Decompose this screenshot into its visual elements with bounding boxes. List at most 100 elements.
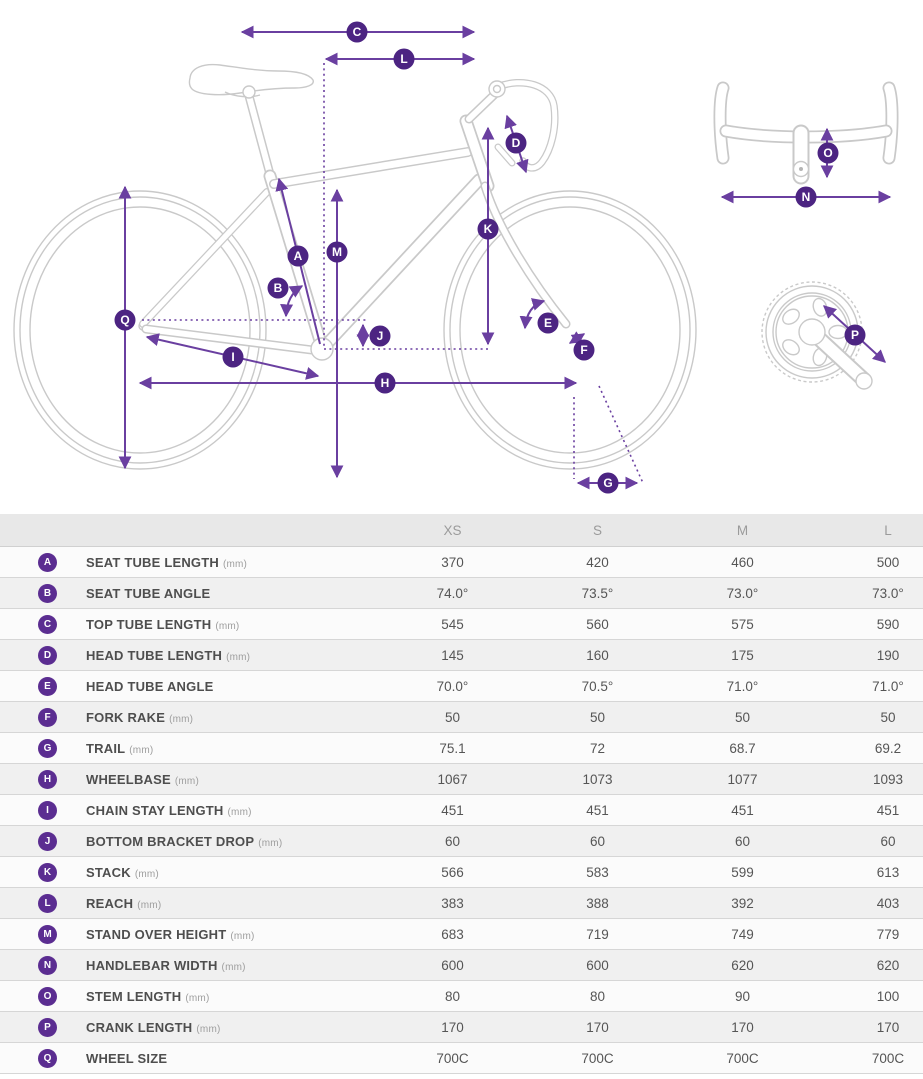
value-f-xs: 50 [444, 709, 461, 725]
row-label-cell: M STAND OVER HEIGHT (mm) [0, 924, 380, 944]
svg-text:G: G [603, 476, 612, 490]
row-unit: (mm) [129, 744, 154, 756]
row-unit: (mm) [227, 806, 252, 818]
row-unit: (mm) [196, 1023, 221, 1035]
row-label: CRANK LENGTH (mm) [86, 1019, 221, 1035]
value-e-xs: 70.0° [436, 678, 469, 694]
value-n-xs: 600 [441, 957, 464, 973]
diagram-badge-g: G [597, 472, 619, 494]
value-p-m: 170 [731, 1019, 754, 1035]
saddle [188, 63, 314, 99]
diagram-badge-i: I [222, 346, 244, 368]
row-label-cell: F FORK RAKE (mm) [0, 707, 380, 727]
value-h-l: 1093 [872, 771, 904, 787]
row-label: BOTTOM BRACKET DROP (mm) [86, 833, 283, 849]
value-i-l: 451 [876, 802, 900, 818]
row-label: CHAIN STAY LENGTH (mm) [86, 802, 252, 818]
table-row-m: M STAND OVER HEIGHT (mm) 683 719 749 779 [0, 919, 923, 950]
row-label-cell: J BOTTOM BRACKET DROP (mm) [0, 831, 380, 851]
value-q-xs: 700C [436, 1050, 469, 1066]
row-label: STEM LENGTH (mm) [86, 988, 210, 1004]
svg-text:J: J [377, 329, 384, 343]
row-badge-a: A [38, 552, 57, 572]
arrow-e-head-tube-angle [519, 298, 546, 330]
value-g-l: 69.2 [874, 740, 902, 756]
diagram-badge-d: D [505, 132, 527, 154]
value-c-m: 575 [731, 616, 754, 632]
value-l-s: 388 [586, 895, 609, 911]
svg-text:C: C [353, 25, 362, 39]
row-badge-k: K [38, 862, 57, 882]
table-row-d: D HEAD TUBE LENGTH (mm) 145 160 175 190 [0, 640, 923, 671]
value-f-s: 50 [589, 709, 606, 725]
value-i-s: 451 [586, 802, 609, 818]
value-b-m: 73.0° [726, 585, 759, 601]
row-badge-o: O [38, 986, 57, 1006]
value-n-l: 620 [876, 957, 900, 973]
table-row-p: P CRANK LENGTH (mm) 170 170 170 170 [0, 1012, 923, 1043]
value-m-xs: 683 [441, 926, 464, 942]
row-unit: (mm) [174, 775, 199, 787]
svg-text:K: K [484, 222, 493, 236]
value-m-l: 779 [876, 926, 900, 942]
diagram-badge-b: B [267, 277, 289, 299]
svg-text:A: A [294, 249, 303, 263]
svg-text:M: M [332, 245, 342, 259]
value-a-xs: 370 [441, 554, 464, 570]
geometry-table: XS S M L A SEAT TUBE LENGTH (mm) 370 420 460 500 B… [0, 514, 923, 1074]
row-label: HEAD TUBE ANGLE [86, 678, 214, 694]
value-c-l: 590 [876, 616, 900, 632]
front-wheel [443, 190, 697, 470]
value-k-xs: 566 [441, 864, 464, 880]
table-row-j: J BOTTOM BRACKET DROP (mm) 60 60 60 60 [0, 826, 923, 857]
svg-text:E: E [544, 316, 552, 330]
value-a-m: 460 [731, 554, 754, 570]
row-label-cell: K STACK (mm) [0, 862, 380, 882]
svg-text:B: B [274, 281, 283, 295]
value-b-xs: 74.0° [436, 585, 469, 601]
row-badge-e: E [38, 676, 57, 696]
value-o-l: 100 [876, 988, 900, 1004]
value-g-xs: 75.1 [439, 740, 466, 756]
table-row-o: O STEM LENGTH (mm) 80 80 90 100 [0, 981, 923, 1012]
value-p-xs: 170 [441, 1019, 464, 1035]
value-n-m: 620 [731, 957, 754, 973]
value-l-xs: 383 [441, 895, 464, 911]
row-label-cell: H WHEELBASE (mm) [0, 769, 380, 789]
value-f-m: 50 [734, 709, 751, 725]
row-label: HEAD TUBE LENGTH (mm) [86, 647, 251, 663]
row-label-cell: C TOP TUBE LENGTH (mm) [0, 614, 380, 634]
row-unit: (mm) [221, 961, 246, 973]
row-badge-h: H [38, 769, 57, 789]
row-label: WHEEL SIZE [86, 1050, 168, 1066]
row-badge-q: Q [38, 1048, 57, 1068]
row-label: FORK RAKE (mm) [86, 709, 194, 725]
bike-line-art [13, 63, 899, 470]
value-m-s: 719 [586, 926, 609, 942]
table-row-h: H WHEELBASE (mm) 1067 1073 1077 1093 [0, 764, 923, 795]
value-k-s: 583 [586, 864, 609, 880]
value-p-s: 170 [586, 1019, 609, 1035]
value-i-m: 451 [731, 802, 754, 818]
value-q-m: 700C [726, 1050, 759, 1066]
handlebar-top-view [713, 81, 899, 185]
svg-text:L: L [400, 52, 407, 66]
value-a-l: 500 [876, 554, 900, 570]
value-n-s: 600 [586, 957, 609, 973]
diagram-badge-c: C [346, 21, 368, 43]
row-unit: (mm) [230, 930, 255, 942]
value-d-s: 160 [586, 647, 609, 663]
row-badge-m: M [38, 924, 57, 944]
diagram-badge-f: F [573, 339, 595, 361]
value-h-s: 1073 [582, 771, 613, 787]
svg-text:H: H [381, 376, 390, 390]
diagram-badge-e: E [537, 312, 559, 334]
value-q-s: 700C [581, 1050, 614, 1066]
value-b-s: 73.5° [581, 585, 614, 601]
row-label-cell: D HEAD TUBE LENGTH (mm) [0, 645, 380, 665]
value-f-l: 50 [880, 709, 896, 725]
table-row-f: F FORK RAKE (mm) 50 50 50 50 [0, 702, 923, 733]
value-i-xs: 451 [441, 802, 464, 818]
value-g-m: 68.7 [729, 740, 756, 756]
rear-wheel [13, 190, 267, 470]
